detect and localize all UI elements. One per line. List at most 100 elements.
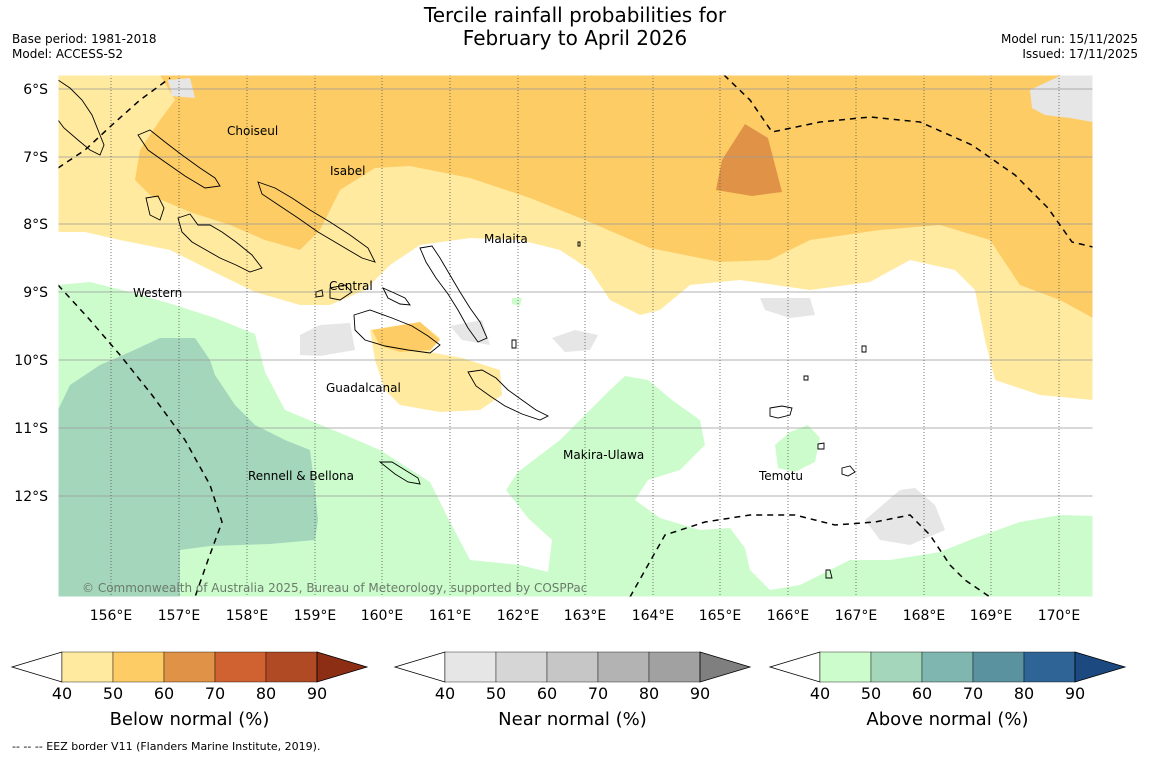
colorbar-segment bbox=[972, 651, 1025, 683]
colorbar-tick-label: 90 bbox=[1065, 684, 1085, 703]
colorbar-tick-label: 60 bbox=[154, 684, 174, 703]
lon-tick: 161°E bbox=[429, 608, 472, 624]
colorbar-segment bbox=[61, 651, 114, 683]
isabel-coast bbox=[257, 181, 376, 263]
graticule bbox=[58, 88, 1093, 497]
colorbar-tick-label: 60 bbox=[537, 684, 557, 703]
coastlines bbox=[58, 79, 867, 579]
savo-coast bbox=[315, 289, 324, 298]
tikopia-coast bbox=[825, 569, 833, 579]
probability-shading bbox=[58, 75, 1093, 597]
lon-tick: 168°E bbox=[903, 608, 946, 624]
model-run: Model run: 15/11/2025 bbox=[1000, 32, 1138, 46]
malaita-coast bbox=[419, 245, 488, 343]
colorbar-tick-label: 90 bbox=[690, 684, 710, 703]
vanikoro-coast bbox=[841, 465, 856, 477]
lon-tick: 157°E bbox=[158, 608, 201, 624]
near-normal-patch-6 bbox=[760, 298, 815, 318]
colorbar-tick-label: 70 bbox=[205, 684, 225, 703]
label-makira-ulawa: Makira-Ulawa bbox=[563, 448, 644, 462]
lat-tick: 6°S bbox=[23, 82, 48, 98]
colorbar-tick-label: 50 bbox=[486, 684, 506, 703]
lat-tick: 9°S bbox=[23, 285, 48, 301]
latitude-ticks: 6°S 7°S 8°S 9°S 10°S 11°S 12°S bbox=[14, 82, 48, 505]
below-normal-60-region bbox=[135, 75, 1093, 318]
lon-tick: 169°E bbox=[970, 608, 1013, 624]
colorbar-left-arrow bbox=[393, 651, 446, 683]
lat-tick: 11°S bbox=[14, 421, 48, 437]
label-central: Central bbox=[329, 279, 373, 293]
colorbar-segment bbox=[819, 651, 872, 683]
below-normal-60-patch-east bbox=[1084, 256, 1093, 272]
colorbar-segment bbox=[214, 651, 267, 683]
above-normal-60-region bbox=[58, 338, 318, 597]
near-normal-patch-4 bbox=[450, 320, 490, 345]
colorbar-below-normal: 40 50 60 70 80 90 Below normal (%) bbox=[10, 651, 369, 730]
lon-tick: 170°E bbox=[1038, 608, 1081, 624]
colorbar-right-arrow bbox=[1074, 651, 1127, 683]
colorbar-tick-label: 60 bbox=[912, 684, 932, 703]
reef-island-coast bbox=[861, 345, 867, 353]
lon-tick: 156°E bbox=[90, 608, 133, 624]
rennell-coast bbox=[378, 461, 421, 485]
colorbar-tick-label: 80 bbox=[639, 684, 659, 703]
colorbar-tick-label: 40 bbox=[810, 684, 830, 703]
colorbar-title: Above normal (%) bbox=[866, 709, 1028, 730]
eez-border-west bbox=[58, 284, 223, 597]
choiseul-coast bbox=[137, 129, 221, 189]
meridians bbox=[110, 75, 1060, 597]
colorbar-segment bbox=[546, 651, 599, 683]
above-normal-patch-small bbox=[512, 298, 522, 306]
colorbar-tick-label: 40 bbox=[435, 684, 455, 703]
base-period: Base period: 1981-2018 bbox=[12, 32, 157, 46]
colorbar-near-normal: 40 50 60 70 80 90 Near normal (%) bbox=[393, 651, 752, 730]
utupua-coast bbox=[817, 442, 825, 450]
colorbar-segment bbox=[265, 651, 318, 683]
guadalcanal-coast bbox=[353, 309, 441, 354]
sikaiana-coast bbox=[511, 339, 517, 349]
russell-coast bbox=[382, 287, 411, 306]
colorbar-right-arrow bbox=[699, 651, 752, 683]
run-info: Model run: 15/11/2025 Issued: 17/11/2025 bbox=[1001, 32, 1138, 62]
colorbar-left-arrow bbox=[10, 651, 63, 683]
ontong-java-coast bbox=[577, 241, 581, 247]
province-labels: Choiseul Isabel Malaita Western Central … bbox=[133, 124, 803, 483]
colorbar-tick-label: 50 bbox=[103, 684, 123, 703]
colorbar-segment bbox=[112, 651, 165, 683]
lat-tick: 7°S bbox=[23, 150, 48, 166]
near-normal-patch-1 bbox=[1030, 75, 1093, 122]
bougainville-coast bbox=[58, 79, 105, 156]
label-temotu: Temotu bbox=[758, 469, 803, 483]
lat-tick: 10°S bbox=[14, 353, 48, 369]
eez-border-south bbox=[629, 514, 991, 597]
label-choiseul: Choiseul bbox=[227, 124, 278, 138]
colorbar-tick-label: 70 bbox=[963, 684, 983, 703]
lon-tick: 167°E bbox=[835, 608, 878, 624]
lon-tick: 159°E bbox=[294, 608, 337, 624]
label-rennell-bellona: Rennell & Bellona bbox=[248, 469, 354, 483]
colorbar-segment bbox=[597, 651, 650, 683]
eez-footnote: -- -- -- EEZ border V11 (Flanders Marine… bbox=[12, 740, 321, 753]
below-normal-70-region bbox=[716, 124, 782, 196]
issued-date: Issued: 17/11/2025 bbox=[1022, 47, 1138, 61]
lat-tick: 12°S bbox=[14, 489, 48, 505]
label-guadalcanal: Guadalcanal bbox=[326, 381, 401, 395]
title-line-1: Tercile rainfall probabilities for bbox=[423, 3, 727, 27]
longitude-ticks: 156°E 157°E 158°E 159°E 160°E 161°E 162°… bbox=[90, 608, 1081, 624]
colorbar-segment bbox=[1023, 651, 1076, 683]
eez-border-north-east bbox=[723, 75, 1093, 248]
colorbar-tick-label: 80 bbox=[256, 684, 276, 703]
lon-tick: 160°E bbox=[361, 608, 404, 624]
lon-tick: 158°E bbox=[226, 608, 269, 624]
model-name: Model: ACCESS-S2 bbox=[12, 47, 124, 61]
colorbar-right-arrow bbox=[316, 651, 369, 683]
colorbar-segment bbox=[870, 651, 923, 683]
new-georgia-coast bbox=[177, 213, 263, 273]
eez-border-north-west bbox=[58, 77, 171, 169]
colorbar-tick-label: 90 bbox=[307, 684, 327, 703]
label-isabel: Isabel bbox=[330, 164, 365, 178]
lon-tick: 163°E bbox=[564, 608, 607, 624]
below-normal-60-patch-guadalcanal bbox=[372, 322, 440, 352]
lat-tick: 8°S bbox=[23, 217, 48, 233]
